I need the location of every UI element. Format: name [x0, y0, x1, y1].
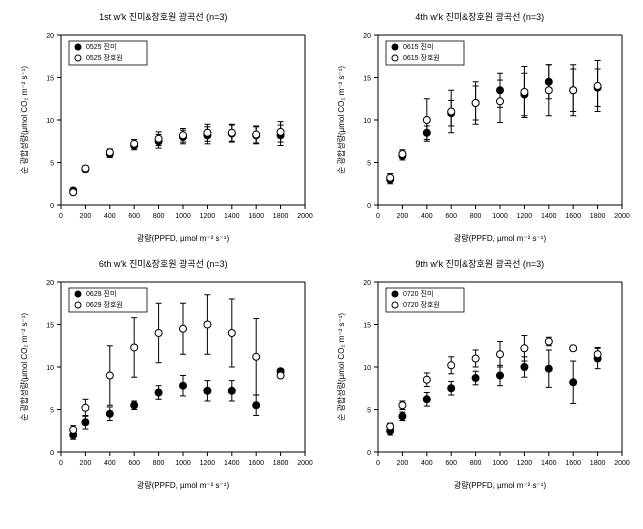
svg-text:0720 진미: 0720 진미: [403, 289, 433, 298]
svg-text:1600: 1600: [249, 213, 265, 220]
svg-text:0: 0: [59, 460, 63, 467]
svg-text:광량(PPFD, µmol m⁻² s⁻¹): 광량(PPFD, µmol m⁻² s⁻¹): [454, 233, 547, 243]
svg-text:20: 20: [46, 33, 54, 40]
svg-text:400: 400: [421, 213, 433, 220]
svg-text:0629 장호원: 0629 장호원: [86, 300, 123, 309]
svg-text:1400: 1400: [224, 213, 240, 220]
panel-3-chart: 0 200 400 600 800 1000 1200 1400 1600 1800 2000 0 5 1…: [13, 274, 313, 494]
svg-text:10: 10: [363, 118, 371, 125]
svg-text:1200: 1200: [516, 460, 532, 467]
panel-1-title: 1st w'k 진미&장호원 광곡선 (n=3): [99, 10, 227, 23]
svg-text:400: 400: [104, 460, 116, 467]
panel-2: 4th w'k 진미&장호원 광곡선 (n=3) 020040060080010…: [327, 10, 634, 247]
panel-3: 6th w'k 진미&장호원 광곡선 (n=3) 020040060080010…: [10, 257, 317, 494]
svg-text:10: 10: [46, 365, 54, 372]
panel-2-chart: 0 200 400 600 800 1000 1200 1400 1600 1800 2000 0 5 1…: [330, 27, 630, 247]
svg-text:2000: 2000: [614, 460, 630, 467]
svg-text:0525 장호원: 0525 장호원: [86, 53, 123, 62]
svg-text:1600: 1600: [249, 460, 265, 467]
svg-text:20: 20: [363, 280, 371, 287]
svg-text:5: 5: [367, 161, 371, 168]
svg-text:순 광합성량(µmol CO₂ m⁻² s⁻¹): 순 광합성량(µmol CO₂ m⁻² s⁻¹): [336, 66, 346, 174]
svg-text:400: 400: [421, 460, 433, 467]
svg-text:600: 600: [445, 460, 457, 467]
svg-text:10: 10: [363, 365, 371, 372]
svg-text:5: 5: [367, 408, 371, 415]
svg-text:200: 200: [80, 213, 92, 220]
svg-text:순 광합성량(µmol CO₂ m⁻² s⁻¹): 순 광합성량(µmol CO₂ m⁻² s⁻¹): [19, 66, 29, 174]
svg-text:0: 0: [376, 460, 380, 467]
svg-text:600: 600: [129, 213, 141, 220]
svg-text:1600: 1600: [565, 460, 581, 467]
panel-1-chart: 0 200 400 600 800 1000 1200 1400 1600 1800 2000 0 5 1…: [13, 27, 313, 247]
svg-text:15: 15: [363, 76, 371, 83]
panel-2-title: 4th w'k 진미&장호원 광곡선 (n=3): [415, 10, 544, 23]
svg-text:광량(PPFD, µmol m⁻² s⁻¹): 광량(PPFD, µmol m⁻² s⁻¹): [454, 480, 547, 490]
svg-text:0: 0: [376, 213, 380, 220]
chart-grid: 1st w'k 진미&장호원 광곡선 (n=3) 020040060080010…: [10, 10, 633, 494]
svg-text:1800: 1800: [273, 460, 289, 467]
svg-text:20: 20: [363, 33, 371, 40]
svg-text:0720 장호원: 0720 장호원: [403, 300, 440, 309]
svg-text:2000: 2000: [297, 213, 313, 220]
svg-text:800: 800: [153, 460, 165, 467]
svg-text:1400: 1400: [541, 460, 557, 467]
svg-text:15: 15: [46, 76, 54, 83]
svg-text:200: 200: [80, 460, 92, 467]
panel-4-chart: 0 200 400 600 800 1000 1200 1400 1600 1800 2000 0 5 1…: [330, 274, 630, 494]
svg-text:0: 0: [367, 450, 371, 457]
svg-text:1600: 1600: [565, 213, 581, 220]
svg-text:1000: 1000: [175, 213, 191, 220]
svg-text:15: 15: [363, 323, 371, 330]
svg-text:0525 진미: 0525 진미: [86, 42, 116, 51]
svg-text:1800: 1800: [273, 213, 289, 220]
svg-text:0: 0: [367, 203, 371, 210]
svg-text:800: 800: [470, 460, 482, 467]
svg-text:1200: 1200: [200, 460, 216, 467]
svg-text:1000: 1000: [492, 460, 508, 467]
svg-text:1000: 1000: [492, 213, 508, 220]
svg-text:광량(PPFD, µmol m⁻² s⁻¹): 광량(PPFD, µmol m⁻² s⁻¹): [137, 480, 230, 490]
svg-text:순 광합성량(µmol CO₂ m⁻² s⁻¹): 순 광합성량(µmol CO₂ m⁻² s⁻¹): [336, 313, 346, 421]
panel-3-title: 6th w'k 진미&장호원 광곡선 (n=3): [99, 257, 228, 270]
svg-text:0629 진미: 0629 진미: [86, 289, 116, 298]
svg-text:600: 600: [129, 460, 141, 467]
svg-text:400: 400: [104, 213, 116, 220]
panel-4: 9th w'k 진미&장호원 광곡선 (n=3) 020040060080010…: [327, 257, 634, 494]
svg-text:1000: 1000: [175, 460, 191, 467]
svg-text:800: 800: [470, 213, 482, 220]
svg-text:0: 0: [59, 213, 63, 220]
svg-text:0: 0: [50, 450, 54, 457]
svg-text:600: 600: [445, 213, 457, 220]
svg-text:20: 20: [46, 280, 54, 287]
svg-text:2000: 2000: [614, 213, 630, 220]
panel-4-title: 9th w'k 진미&장호원 광곡선 (n=3): [415, 257, 544, 270]
svg-text:2000: 2000: [297, 460, 313, 467]
svg-text:200: 200: [396, 213, 408, 220]
svg-text:800: 800: [153, 213, 165, 220]
svg-text:5: 5: [50, 161, 54, 168]
svg-text:0615 장호원: 0615 장호원: [403, 53, 440, 62]
svg-text:0: 0: [50, 203, 54, 210]
svg-text:1200: 1200: [516, 213, 532, 220]
svg-text:5: 5: [50, 408, 54, 415]
svg-text:1400: 1400: [541, 213, 557, 220]
svg-text:200: 200: [396, 460, 408, 467]
svg-text:0615 진미: 0615 진미: [403, 42, 433, 51]
svg-text:1200: 1200: [200, 213, 216, 220]
svg-text:15: 15: [46, 323, 54, 330]
svg-text:1400: 1400: [224, 460, 240, 467]
svg-text:10: 10: [46, 118, 54, 125]
svg-text:1800: 1800: [590, 213, 606, 220]
svg-text:1800: 1800: [590, 460, 606, 467]
panel-1: 1st w'k 진미&장호원 광곡선 (n=3) 020040060080010…: [10, 10, 317, 247]
svg-text:광량(PPFD, µmol m⁻² s⁻¹): 광량(PPFD, µmol m⁻² s⁻¹): [137, 233, 230, 243]
svg-text:순 광합성량(µmol CO₂ m⁻² s⁻¹): 순 광합성량(µmol CO₂ m⁻² s⁻¹): [19, 313, 29, 421]
